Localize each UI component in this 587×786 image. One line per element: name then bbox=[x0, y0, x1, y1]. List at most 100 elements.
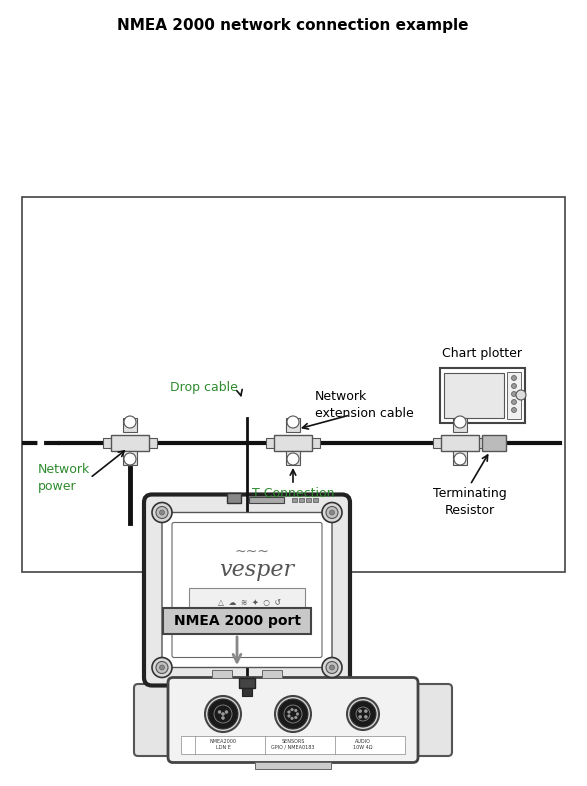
Text: SENSORS
GPIO / NMEA0183: SENSORS GPIO / NMEA0183 bbox=[271, 740, 315, 750]
FancyBboxPatch shape bbox=[168, 678, 418, 762]
Text: vesper: vesper bbox=[220, 559, 295, 581]
Bar bbox=[249, 497, 284, 502]
Text: Drop cable: Drop cable bbox=[170, 381, 238, 395]
Text: AUDIO
10W 4Ω: AUDIO 10W 4Ω bbox=[353, 740, 373, 750]
Bar bbox=[163, 608, 311, 634]
Text: Chart plotter: Chart plotter bbox=[442, 347, 522, 360]
Circle shape bbox=[205, 696, 241, 732]
Circle shape bbox=[359, 710, 362, 713]
Bar bbox=[482, 435, 506, 451]
FancyBboxPatch shape bbox=[162, 512, 332, 667]
Bar bbox=[227, 493, 241, 502]
Text: NMEA 2000 port: NMEA 2000 port bbox=[174, 614, 301, 628]
Circle shape bbox=[454, 416, 466, 428]
FancyBboxPatch shape bbox=[172, 523, 322, 658]
Circle shape bbox=[225, 711, 228, 714]
Bar bbox=[111, 435, 149, 451]
Circle shape bbox=[511, 376, 517, 380]
Circle shape bbox=[511, 407, 517, 413]
Bar bbox=[286, 451, 300, 465]
Bar bbox=[507, 372, 521, 419]
Circle shape bbox=[275, 696, 311, 732]
Bar bbox=[453, 451, 467, 465]
Circle shape bbox=[329, 665, 335, 670]
Text: ~~~: ~~~ bbox=[235, 545, 269, 559]
Text: T Connection: T Connection bbox=[252, 487, 334, 500]
Circle shape bbox=[291, 717, 294, 720]
Circle shape bbox=[214, 705, 232, 723]
Bar bbox=[441, 435, 479, 451]
Bar bbox=[299, 498, 304, 501]
Circle shape bbox=[156, 506, 168, 519]
Circle shape bbox=[208, 699, 238, 729]
Circle shape bbox=[326, 662, 338, 674]
Bar bbox=[433, 438, 443, 448]
Circle shape bbox=[516, 390, 526, 400]
Bar bbox=[22, 197, 565, 572]
Bar bbox=[123, 418, 137, 432]
Circle shape bbox=[356, 707, 370, 721]
Text: Terminating
Resistor: Terminating Resistor bbox=[433, 487, 507, 517]
Bar bbox=[262, 670, 282, 678]
Circle shape bbox=[322, 658, 342, 678]
Circle shape bbox=[284, 705, 302, 723]
Bar bbox=[313, 498, 318, 501]
Circle shape bbox=[350, 701, 376, 727]
Circle shape bbox=[287, 416, 299, 428]
Bar bbox=[123, 451, 137, 465]
Bar bbox=[255, 762, 331, 769]
Circle shape bbox=[322, 502, 342, 523]
Bar bbox=[274, 435, 312, 451]
Circle shape bbox=[329, 510, 335, 515]
Bar bbox=[103, 438, 113, 448]
Text: Network
extension cable: Network extension cable bbox=[315, 390, 414, 420]
Bar bbox=[453, 418, 467, 432]
Circle shape bbox=[218, 711, 221, 714]
Circle shape bbox=[326, 506, 338, 519]
Circle shape bbox=[288, 711, 290, 714]
Bar bbox=[306, 498, 311, 501]
Circle shape bbox=[124, 416, 136, 428]
FancyBboxPatch shape bbox=[134, 684, 180, 756]
Circle shape bbox=[152, 502, 172, 523]
Text: △  ☁  ≋  ✦  ○  ↺: △ ☁ ≋ ✦ ○ ↺ bbox=[218, 598, 282, 608]
Bar bbox=[444, 373, 504, 418]
Circle shape bbox=[288, 714, 290, 718]
Circle shape bbox=[156, 662, 168, 674]
Circle shape bbox=[359, 715, 362, 718]
Circle shape bbox=[365, 710, 367, 713]
Circle shape bbox=[511, 399, 517, 405]
Circle shape bbox=[287, 453, 299, 465]
Bar bbox=[181, 736, 405, 754]
Circle shape bbox=[278, 699, 308, 729]
Circle shape bbox=[152, 658, 172, 678]
Circle shape bbox=[160, 665, 164, 670]
FancyBboxPatch shape bbox=[144, 494, 350, 685]
Bar bbox=[310, 438, 320, 448]
Bar bbox=[242, 688, 252, 696]
Circle shape bbox=[511, 391, 517, 396]
Text: NMEA 2000 network connection example: NMEA 2000 network connection example bbox=[117, 18, 469, 33]
Circle shape bbox=[347, 698, 379, 730]
Circle shape bbox=[295, 716, 297, 719]
Bar bbox=[212, 670, 232, 678]
Circle shape bbox=[221, 717, 224, 719]
Circle shape bbox=[454, 453, 466, 465]
Circle shape bbox=[365, 715, 367, 718]
Bar bbox=[189, 588, 305, 610]
Circle shape bbox=[221, 712, 224, 715]
Circle shape bbox=[124, 453, 136, 465]
Text: NMEA2000
LDN E: NMEA2000 LDN E bbox=[210, 740, 237, 750]
Bar bbox=[239, 678, 255, 688]
Circle shape bbox=[160, 510, 164, 515]
Bar bbox=[286, 418, 300, 432]
Bar bbox=[440, 368, 525, 423]
Bar bbox=[292, 498, 297, 501]
Bar bbox=[477, 438, 487, 448]
Bar bbox=[147, 438, 157, 448]
FancyBboxPatch shape bbox=[406, 684, 452, 756]
Circle shape bbox=[511, 384, 517, 388]
Text: Network
power: Network power bbox=[38, 463, 90, 493]
Circle shape bbox=[295, 709, 297, 712]
Circle shape bbox=[291, 708, 294, 711]
